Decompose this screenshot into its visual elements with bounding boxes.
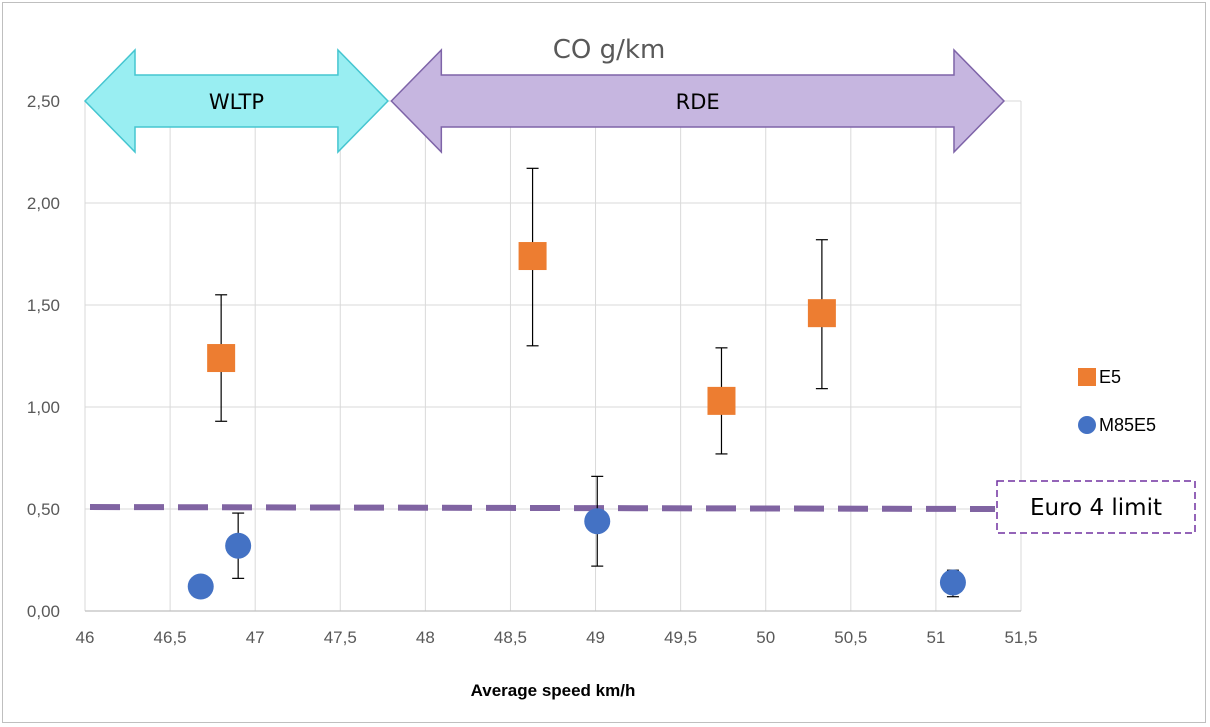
data-point-circle	[939, 569, 966, 596]
x-tick-label: 49,5	[664, 628, 697, 647]
legend-entry: E5	[1078, 367, 1121, 387]
data-point-square	[207, 344, 236, 373]
x-tick-label: 48	[416, 628, 435, 647]
x-tick-label: 51	[926, 628, 945, 647]
y-tick-label: 1,00	[27, 398, 60, 417]
x-axis-label: Average speed km/h	[471, 681, 636, 700]
phase-arrow-rde: RDE	[390, 48, 1006, 154]
y-tick-label: 2,00	[27, 194, 60, 213]
series-e5	[207, 167, 836, 455]
legend: E5 M85E5	[1078, 367, 1156, 435]
data-marks	[187, 167, 966, 600]
euro4-limit-box	[996, 480, 1196, 534]
x-tick-label: 51,5	[1004, 628, 1037, 647]
legend-circle-marker	[1078, 416, 1096, 434]
series-m85e5	[187, 475, 966, 600]
legend-label: M85E5	[1099, 415, 1156, 435]
phase-arrow-shape	[390, 48, 1006, 154]
euro4-limit-line	[89, 504, 996, 512]
y-tick-label: 0,50	[27, 500, 60, 519]
data-point-circle	[225, 532, 252, 559]
data-point-square	[807, 299, 836, 328]
y-tick-label: 2,50	[27, 92, 60, 111]
x-tick-label: 46	[76, 628, 95, 647]
x-tick-label: 47,5	[324, 628, 357, 647]
phase-arrow-wltp: WLTP	[83, 48, 389, 154]
x-tick-label: 50,5	[834, 628, 867, 647]
x-tick-label: 49	[586, 628, 605, 647]
phase-arrow-label: RDE	[676, 90, 720, 114]
data-point-circle	[187, 573, 214, 600]
x-tick-label: 50	[756, 628, 775, 647]
y-tick-label: 1,50	[27, 296, 60, 315]
euro4-limit-label: Euro 4 limit	[1030, 495, 1162, 521]
legend-label: E5	[1099, 367, 1121, 387]
reference-line-group: Euro 4 limit	[89, 480, 1196, 534]
chart-title: CO g/km	[553, 35, 666, 65]
data-point-circle	[584, 508, 611, 535]
data-point-square	[518, 242, 547, 271]
axis-labels: 46 46,5 47 47,5 48 48,5 49 49,5 50 50,5 51 51,5 0,00…	[27, 92, 1038, 647]
y-tick-label: 0,00	[27, 602, 60, 621]
x-tick-label: 46,5	[154, 628, 187, 647]
x-tick-label: 47	[246, 628, 265, 647]
phase-arrows: WLTP RDE	[83, 48, 1006, 154]
data-point-square	[707, 386, 736, 415]
legend-entry: M85E5	[1078, 415, 1156, 435]
phase-arrow-label: WLTP	[209, 90, 264, 114]
legend-square-marker	[1078, 368, 1096, 386]
phase-arrow-shape	[83, 48, 389, 154]
x-tick-label: 48,5	[494, 628, 527, 647]
